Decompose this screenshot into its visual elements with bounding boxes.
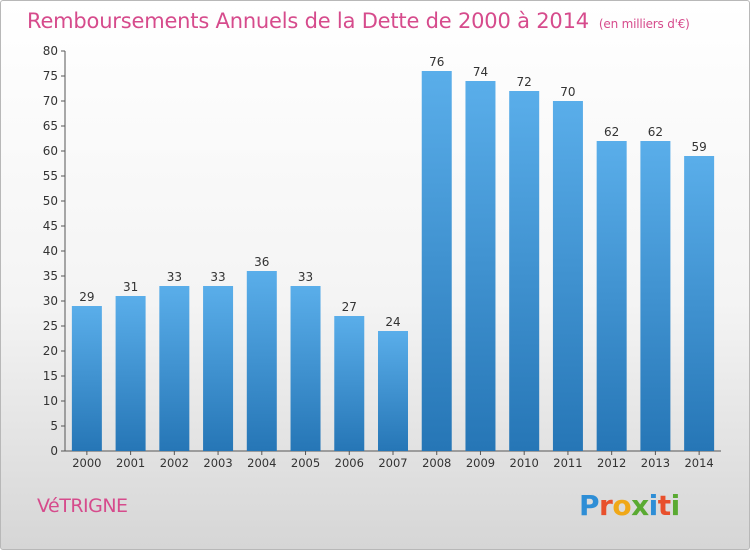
y-tick-label: 10 xyxy=(43,394,58,408)
bar-2000 xyxy=(71,306,102,451)
bar-2003 xyxy=(203,286,234,451)
bar-2006 xyxy=(334,316,365,451)
y-tick-label: 50 xyxy=(43,194,58,208)
bar-2012 xyxy=(596,141,627,451)
bar-2007 xyxy=(378,331,408,451)
y-tick-label: 30 xyxy=(43,294,58,308)
x-tick-label: 2012 xyxy=(597,456,626,470)
bar-2010 xyxy=(509,91,540,451)
logo-letter: t xyxy=(657,489,671,522)
bar-2008 xyxy=(421,71,452,451)
data-label-2005: 33 xyxy=(298,270,313,284)
data-label-2009: 74 xyxy=(473,65,488,79)
chart-title-text: Remboursements Annuels de la Dette de 20… xyxy=(27,9,589,33)
x-tick-label: 2005 xyxy=(291,456,320,470)
data-label-2000: 29 xyxy=(79,290,94,304)
x-tick-label: 2010 xyxy=(510,456,539,470)
logo-letter: i xyxy=(648,489,659,522)
bar-2011 xyxy=(552,101,583,451)
bar-2005 xyxy=(290,286,321,451)
y-tick-label: 55 xyxy=(43,169,58,183)
x-tick-label: 2002 xyxy=(160,456,189,470)
data-label-2002: 33 xyxy=(167,270,182,284)
y-tick-label: 80 xyxy=(43,44,58,58)
data-label-2013: 62 xyxy=(648,125,663,139)
y-tick-label: 0 xyxy=(50,444,58,458)
data-label-2012: 62 xyxy=(604,125,619,139)
logo-letter: x xyxy=(631,489,649,522)
chart-unit-label: (en milliers d'€) xyxy=(598,17,690,31)
x-tick-label: 2000 xyxy=(72,456,101,470)
bar-2004 xyxy=(246,271,277,451)
y-tick-label: 5 xyxy=(50,419,58,433)
y-tick-label: 75 xyxy=(43,69,58,83)
y-tick-label: 35 xyxy=(43,269,58,283)
y-tick-label: 70 xyxy=(43,94,58,108)
logo-letter: o xyxy=(612,489,632,522)
bar-2002 xyxy=(159,286,190,451)
x-tick-label: 2013 xyxy=(641,456,670,470)
data-label-2007: 24 xyxy=(385,315,400,329)
chart-axes: 0 5 10 15 20 25 30 35 40 45 50 55 60 65 70 75 80 2000 2001… xyxy=(43,44,721,470)
data-label-2006: 27 xyxy=(342,300,357,314)
logo-letter: P xyxy=(579,489,600,522)
y-tick-label: 65 xyxy=(43,119,58,133)
proxiti-logo: Proxiti xyxy=(579,489,680,522)
chart-bars xyxy=(71,71,715,451)
x-tick-label: 2006 xyxy=(335,456,364,470)
x-tick-label: 2001 xyxy=(116,456,145,470)
logo-letter: i xyxy=(670,489,681,522)
commune-name: VéTRIGNE xyxy=(37,495,128,517)
chart-title: Remboursements Annuels de la Dette de 20… xyxy=(27,9,690,33)
x-tick-label: 2003 xyxy=(203,456,232,470)
y-tick-label: 20 xyxy=(43,344,58,358)
data-label-2014: 59 xyxy=(691,140,706,154)
y-tick-label: 25 xyxy=(43,319,58,333)
bar-2013 xyxy=(640,141,671,451)
bar-2014 xyxy=(684,156,715,451)
chart-data-labels: 29 31 33 33 36 33 27 24 76 74 72 70 62 62 59 xyxy=(79,55,707,329)
x-tick-label: 2008 xyxy=(422,456,451,470)
data-label-2003: 33 xyxy=(210,270,225,284)
logo-letter: r xyxy=(599,489,613,522)
x-tick-label: 2004 xyxy=(247,456,276,470)
x-tick-label: 2011 xyxy=(553,456,582,470)
y-tick-label: 40 xyxy=(43,244,58,258)
data-label-2010: 72 xyxy=(517,75,532,89)
y-tick-label: 45 xyxy=(43,219,58,233)
bar-2009 xyxy=(465,81,496,451)
data-label-2004: 36 xyxy=(254,255,269,269)
y-tick-label: 15 xyxy=(43,369,58,383)
x-tick-label: 2014 xyxy=(684,456,713,470)
y-tick-label: 60 xyxy=(43,144,58,158)
x-tick-label: 2007 xyxy=(378,456,407,470)
data-label-2008: 76 xyxy=(429,55,444,69)
bar-2001 xyxy=(115,296,146,451)
data-label-2001: 31 xyxy=(123,280,138,294)
x-tick-label: 2009 xyxy=(466,456,495,470)
data-label-2011: 70 xyxy=(560,85,575,99)
